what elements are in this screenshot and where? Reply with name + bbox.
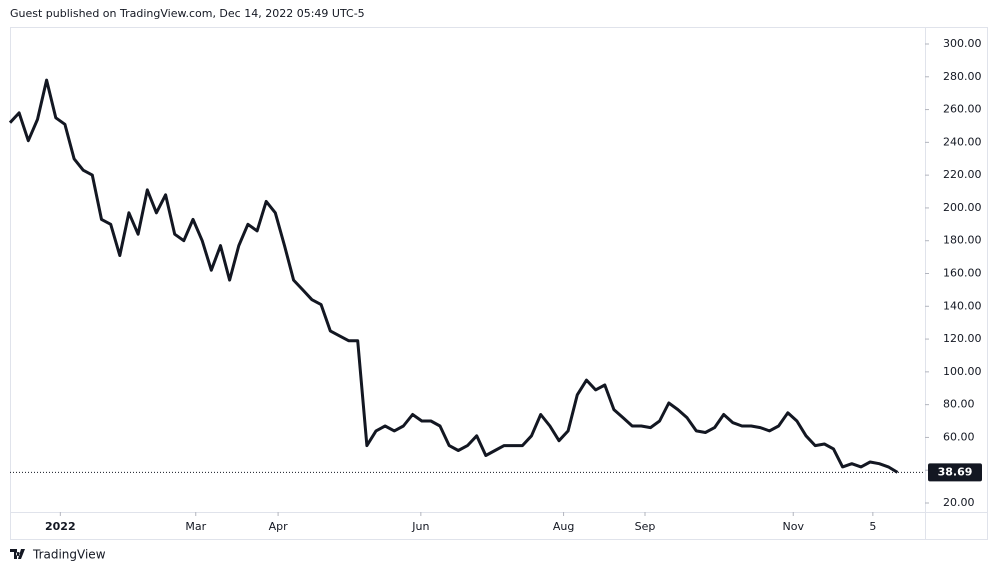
y-tick-label: 60.00 — [943, 430, 975, 443]
x-tick-label: Aug — [553, 520, 574, 533]
y-tick-label: 20.00 — [943, 496, 975, 509]
x-tick-label: Sep — [635, 520, 656, 533]
y-tick-label: 240.00 — [943, 135, 982, 148]
logo — [10, 549, 25, 559]
x-tick-label: 5 — [869, 520, 876, 533]
y-tick-label: 120.00 — [943, 332, 982, 345]
x-tick-label: Apr — [269, 520, 289, 533]
footer: TradingView — [32, 548, 106, 562]
x-tick-label: Jun — [411, 520, 429, 533]
y-tick-label: 180.00 — [943, 234, 982, 247]
x-tick-label: 2022 — [45, 520, 76, 533]
x-tick-label: Mar — [185, 520, 206, 533]
last-price-box — [928, 463, 982, 482]
y-tick-label: 260.00 — [943, 103, 982, 116]
y-tick-label: 200.00 — [943, 201, 982, 214]
y-tick-label: 80.00 — [943, 398, 975, 411]
last-price-label: 38.69 — [938, 465, 973, 478]
y-tick-label: 140.00 — [943, 299, 982, 312]
frame — [10, 27, 988, 540]
header: Guest published on TradingView.com, Dec … — [10, 7, 365, 20]
y-tick-label: 100.00 — [943, 365, 982, 378]
y-tick-label: 220.00 — [943, 168, 982, 181]
price-line — [8, 78, 899, 474]
y-tick-label: 300.00 — [943, 37, 982, 50]
y-tick-label: 280.00 — [943, 70, 982, 83]
x-tick-label: Nov — [783, 520, 805, 533]
y-tick-label: 160.00 — [943, 267, 982, 280]
